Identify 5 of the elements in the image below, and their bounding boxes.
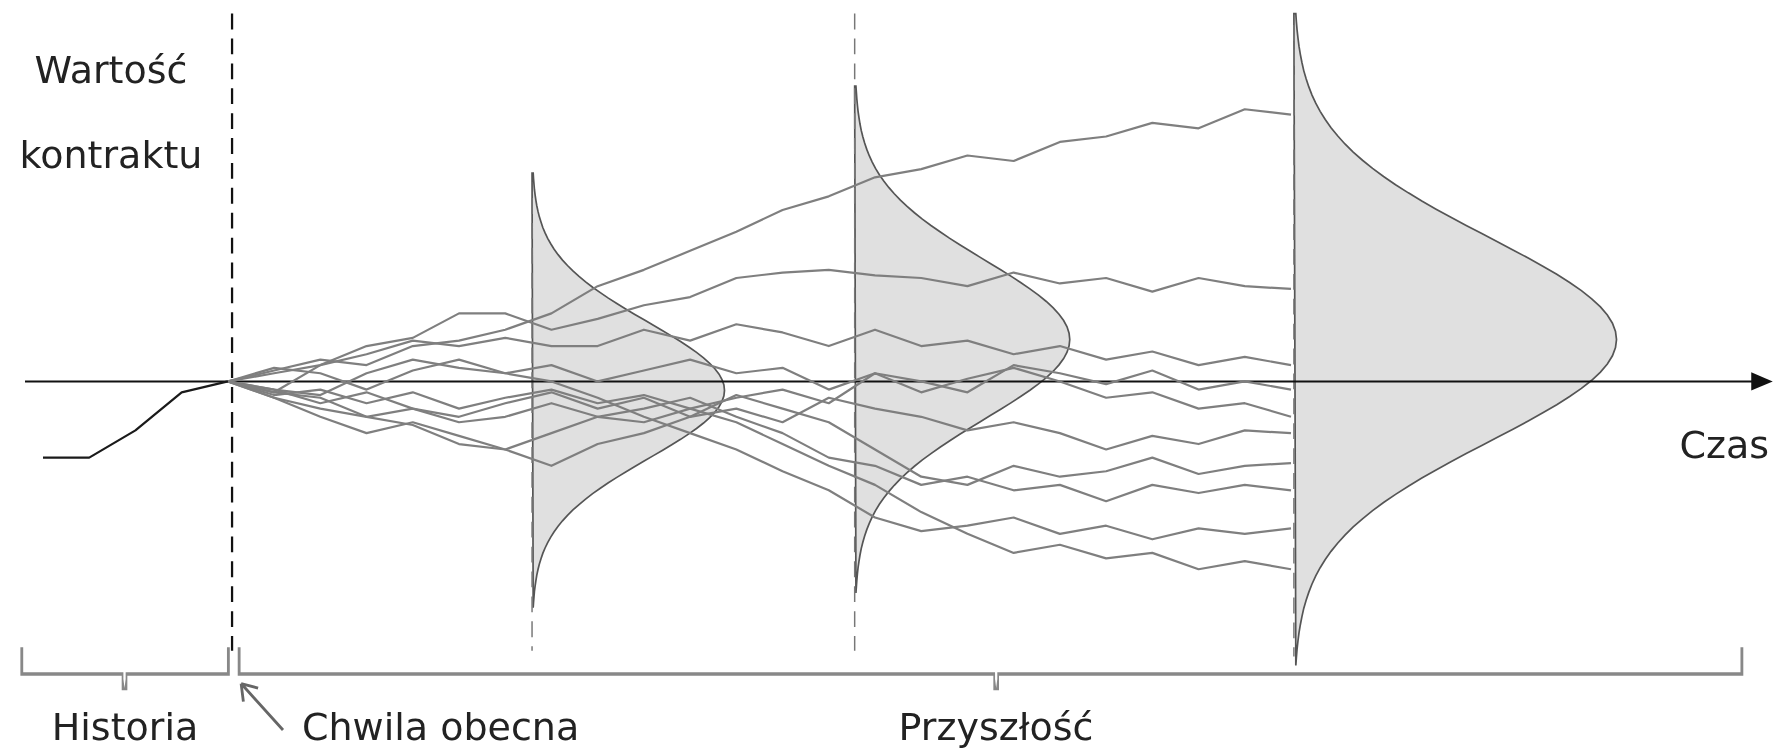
text: Chwila obecna — [302, 704, 580, 751]
text: Czas — [1679, 422, 1769, 469]
text: Historia — [51, 704, 199, 751]
y-axis-title: Wartość kontraktu — [18, 47, 204, 179]
text: Przyszłość — [898, 704, 1094, 751]
